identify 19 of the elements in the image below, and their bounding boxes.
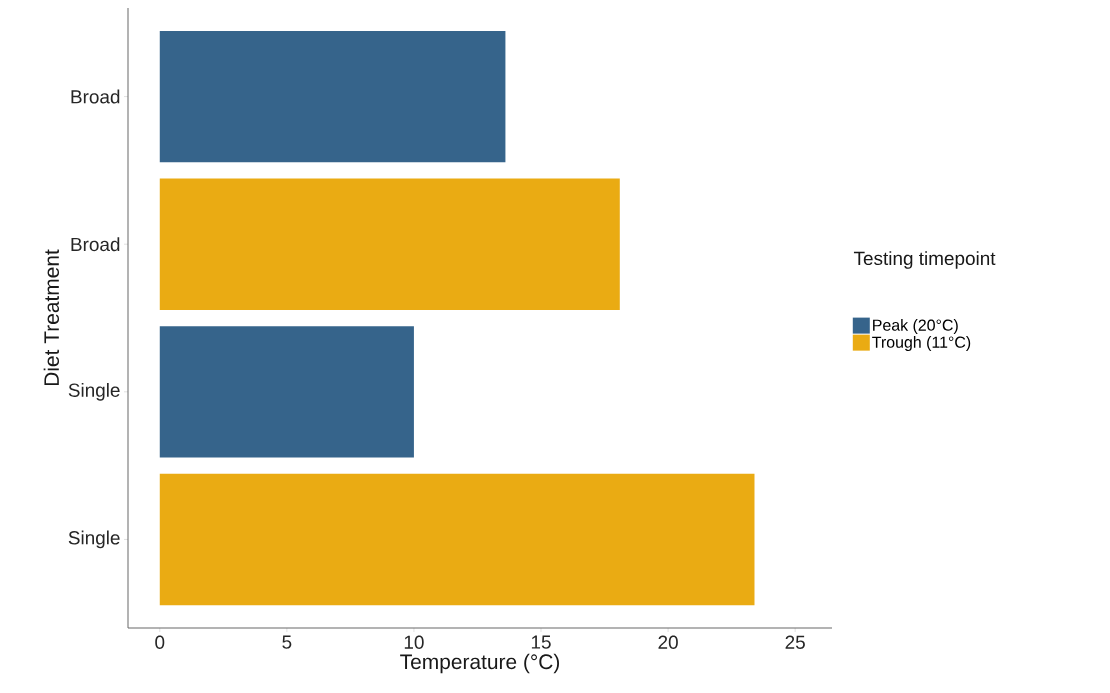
bar bbox=[159, 326, 414, 458]
x-tick-label: 25 bbox=[785, 635, 805, 649]
x-tick-label: 10 bbox=[404, 635, 424, 649]
x-tick-label: 5 bbox=[282, 635, 292, 649]
bar bbox=[159, 473, 755, 606]
y-tick-label: Single bbox=[68, 530, 120, 549]
legend-label: Trough (11°C) bbox=[872, 336, 971, 351]
bar bbox=[159, 178, 620, 310]
x-axis-title: Temperature (°C) bbox=[400, 653, 560, 674]
y-tick-label: Single bbox=[68, 382, 120, 401]
legend-title: Testing timepoint bbox=[853, 251, 996, 269]
x-tick-label: 0 bbox=[155, 635, 165, 649]
x-tick-label: 15 bbox=[531, 635, 551, 649]
y-tick-label: Broad bbox=[71, 89, 120, 104]
x-tick-label: 20 bbox=[658, 635, 678, 649]
legend-label: Peak (20°C) bbox=[873, 319, 958, 334]
y-axis-title: Diet Treatment bbox=[43, 249, 60, 386]
bar bbox=[159, 30, 506, 163]
y-tick-label: Broad bbox=[71, 237, 120, 252]
